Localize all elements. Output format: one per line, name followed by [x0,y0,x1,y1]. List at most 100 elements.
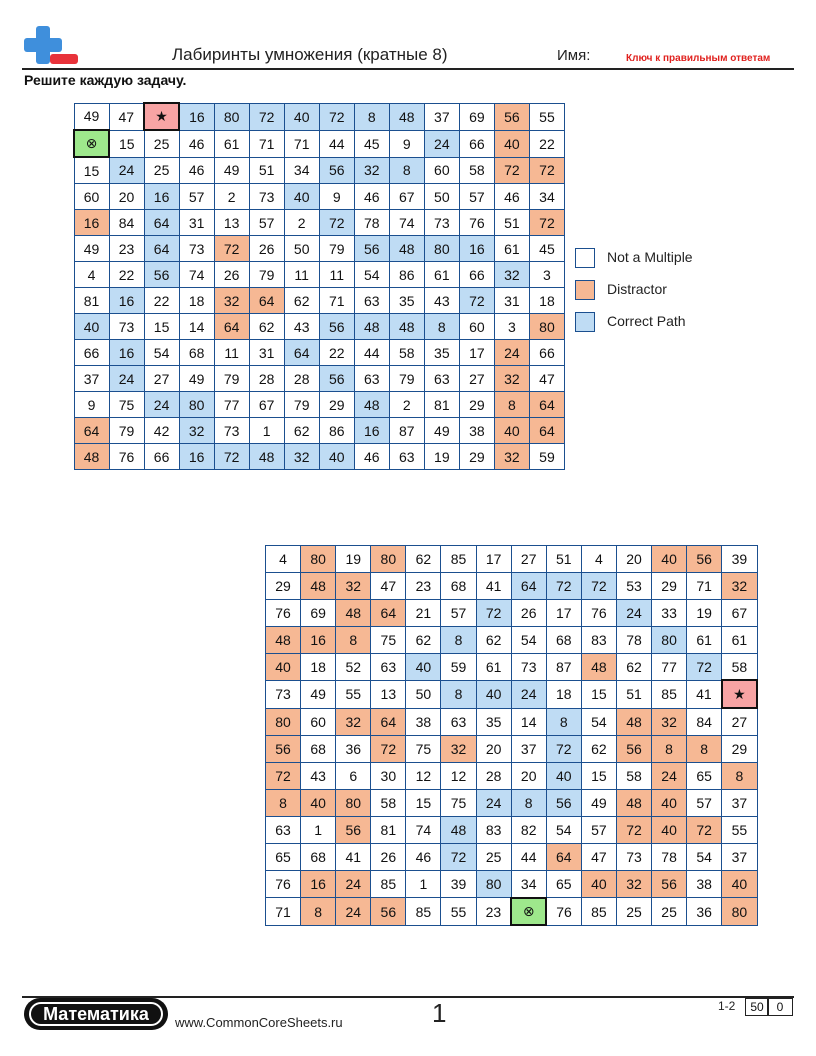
maze-cell: 37 [721,842,758,871]
maze-cell: 77 [213,391,250,418]
maze-cell: 85 [580,897,617,926]
maze-cell: 71 [264,897,302,926]
maze-cell: 46 [493,183,530,210]
maze-cell-distractor: 64 [213,313,250,340]
maze-cell: 41 [686,679,723,709]
maze-cell-distractor: 32 [213,287,250,314]
maze-cell: 23 [405,571,442,600]
maze-cell-distractor: 64 [248,287,285,314]
maze-cell-correct: 80 [651,625,688,654]
maze-cell: 71 [318,287,355,314]
maze-cell-correct: 48 [388,235,425,262]
maze-cell: 31 [248,339,285,366]
maze-cell: 2 [283,209,320,236]
maze-cell-distractor: 64 [370,598,407,627]
maze-cell-distractor: 8 [651,735,688,764]
maze-row: 8 40 80 58 15 75 24 8 56 49 48 40 57 37 [264,789,758,817]
maze-cell: 81 [370,815,407,844]
maze-cell: 62 [405,625,442,654]
maze-cell-distractor: 8 [493,391,530,418]
maze-cell: 62 [615,652,653,681]
maze-cell: 58 [388,339,425,366]
maze-cell-distractor: 48 [615,789,653,817]
maze-cell: 9 [73,391,110,418]
maze-cell-correct: 16 [458,235,495,262]
maze-cell: 45 [528,235,566,262]
maze-cell-distractor: 16 [300,869,337,899]
maze-cell-correct: 24 [108,156,145,184]
maze-cell-correct: 72 [545,571,582,600]
maze-cell: 52 [335,652,372,681]
maze-cell: 28 [475,762,512,791]
maze-cell: 86 [388,261,425,288]
maze-cell: 36 [686,897,723,926]
maze-cell-distractor: 40 [580,869,617,899]
maze-cell: 81 [73,287,110,314]
maze-cell: 82 [510,815,547,844]
maze-cell: 35 [475,707,512,737]
maze-cell: 67 [388,183,425,210]
brand-badge: Математика [24,998,168,1030]
maze-cell: 17 [458,339,495,366]
maze-row: 63 1 56 81 74 48 83 82 54 57 72 40 72 55 [264,815,758,844]
maze-cell: 49 [423,417,460,444]
maze-cell: 38 [686,869,723,899]
maze-cell-distractor: 8 [264,789,302,817]
maze-cell: 29 [264,571,302,600]
maze-cell: 47 [370,571,407,600]
maze-end-cell: ⊗ [510,896,548,927]
maze-cell-distractor: 72 [528,209,566,236]
maze-cell-correct: 64 [143,235,180,262]
maze-cell-correct: 32 [178,417,215,444]
maze-cell: 4 [73,261,110,288]
maze-cell: 75 [440,789,477,817]
maze-row: 15 24 25 46 49 51 34 56 32 8 60 58 72 72 [73,156,566,184]
maze-cell: 55 [335,679,372,709]
maze-cell-correct: 40 [283,183,320,210]
maze-cell: 46 [353,443,390,470]
maze-cell: 85 [440,545,477,573]
maze-cell: 60 [300,707,337,737]
maze-cell-correct: 24 [423,129,460,158]
maze-cell-correct: 72 [318,209,355,236]
maze-cell-correct: 64 [510,571,547,600]
legend-swatch-correct-path [575,312,595,332]
maze-cell: 14 [178,313,215,340]
maze-cell: 29 [458,391,495,418]
maze-cell-distractor: 40 [493,129,530,158]
maze-cell-distractor: 80 [335,789,372,817]
maze-cell: 38 [405,707,442,737]
maze-cell-correct: 56 [143,261,180,288]
maze-cell: 20 [510,762,547,791]
maze-cell: 13 [213,209,250,236]
maze-cell: 76 [580,598,617,627]
legend-label: Not a Multiple [607,249,693,265]
maze-row: 48 76 66 16 72 48 32 40 46 63 19 29 32 59 [73,443,566,470]
maze-cell: 51 [493,209,530,236]
maze-cell-distractor: 24 [651,762,688,791]
maze-cell: 35 [388,287,425,314]
maze-cell: 47 [580,842,617,871]
maze-cell: 27 [721,707,758,737]
maze-cell-distractor: 56 [651,869,688,899]
maze-cell: 45 [353,129,390,158]
maze-cell: 62 [405,545,442,573]
instructions: Решите каждую задачу. [24,72,187,88]
maze-cell: 26 [510,598,547,627]
maze-cell: 58 [721,652,758,681]
maze-cell: 18 [545,679,582,709]
maze-cell-distractor: 56 [686,545,723,573]
maze-cell: 18 [528,287,566,314]
maze-cell-distractor: 32 [440,735,477,764]
maze-cell: 60 [458,313,495,340]
maze-cell-correct: 8 [545,707,582,737]
maze-cell: 60 [73,183,110,210]
maze-cell-distractor: 32 [651,707,688,737]
maze-cell-correct: 72 [475,598,512,627]
maze-cell: 83 [580,625,617,654]
maze-cell: 25 [615,897,653,926]
maze-cell-distractor: 24 [335,869,372,899]
answer-key-label: Ключ к правильным ответам [626,53,771,64]
maze-cell: 66 [73,339,110,366]
maze-cell: 11 [318,261,355,288]
